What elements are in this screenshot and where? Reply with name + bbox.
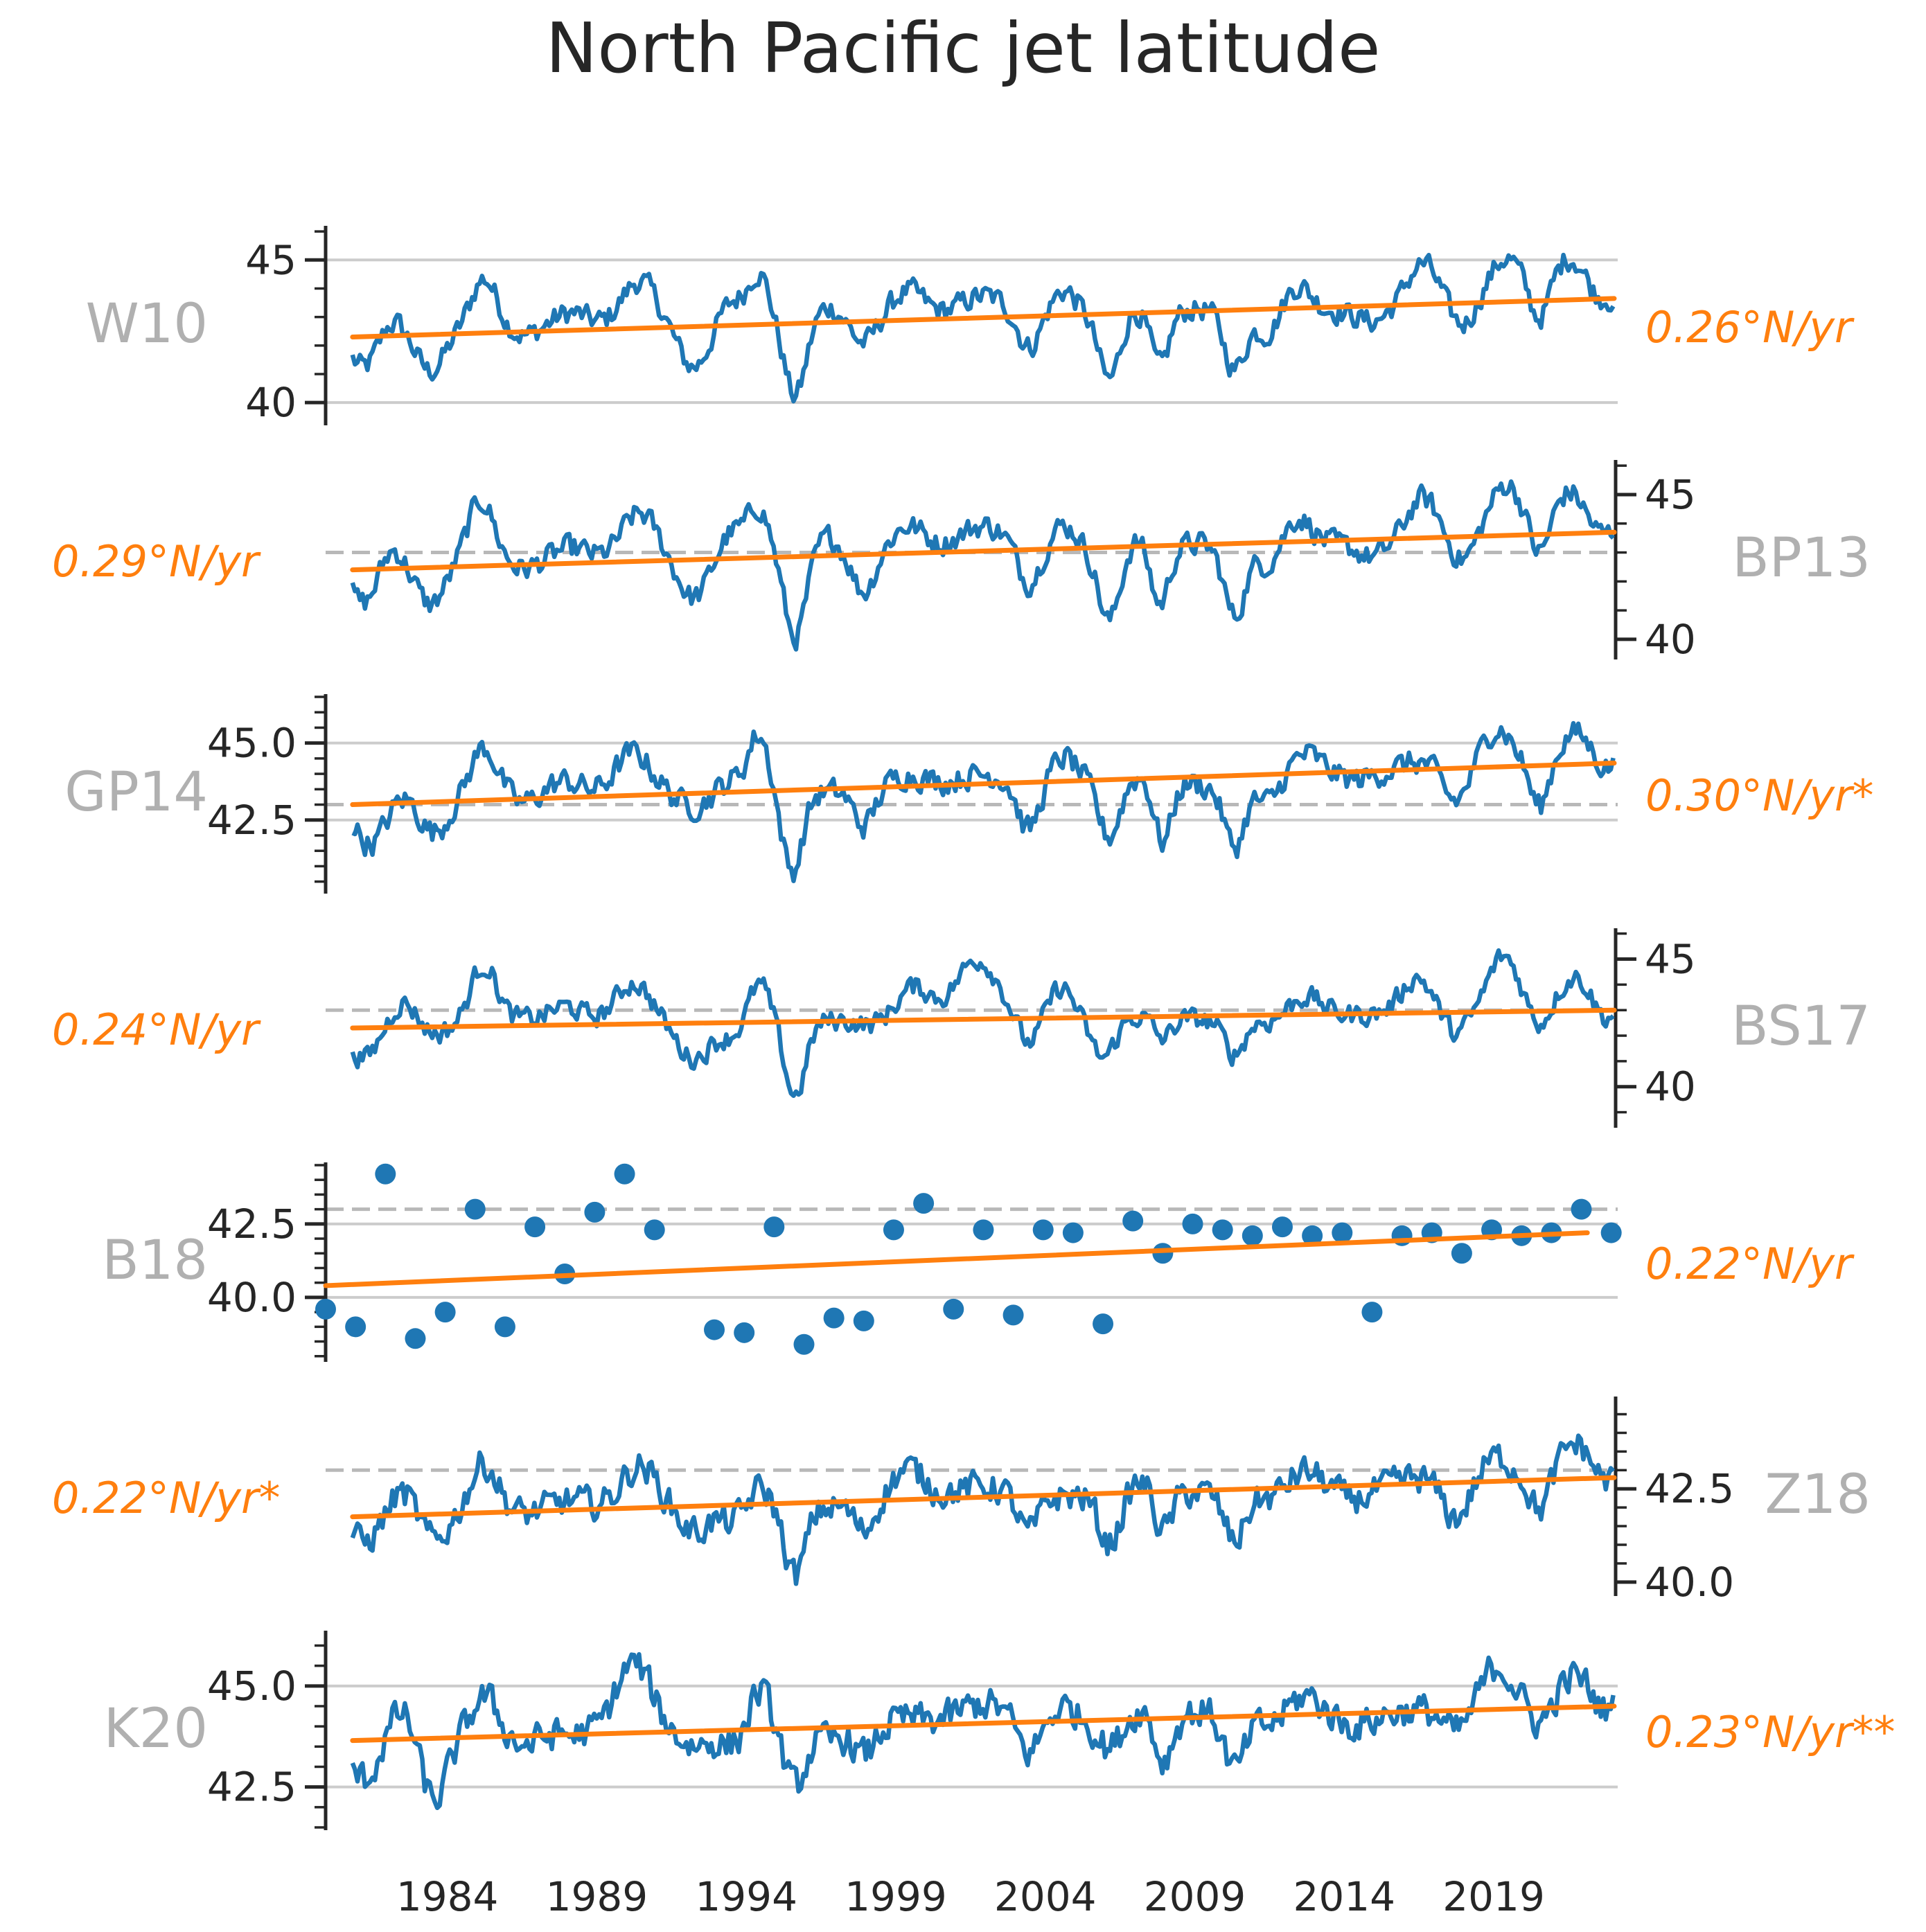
panel-name-label: GP14 (64, 761, 208, 824)
data-point (1093, 1313, 1114, 1335)
y-tick-label: 45.0 (207, 1663, 297, 1710)
trend-rate-label: 0.30°N/yr* (1645, 770, 1874, 821)
series-line (350, 252, 1616, 404)
trend-rate-label: 0.23°N/yr** (1645, 1707, 1896, 1757)
data-point (494, 1316, 515, 1338)
series-line (350, 1651, 1616, 1811)
x-tick-label: 1999 (845, 1873, 947, 1920)
series-line (350, 948, 1615, 1099)
data-point (1062, 1222, 1084, 1243)
data-point (1002, 1304, 1024, 1326)
data-point (345, 1316, 366, 1338)
data-point (1302, 1225, 1323, 1246)
y-tick-label: 45 (1645, 936, 1696, 983)
x-tick-label: 1984 (396, 1873, 499, 1920)
data-point (1451, 1243, 1472, 1264)
y-tick-label: 40 (1645, 616, 1696, 663)
data-point (464, 1198, 486, 1220)
series-line (350, 479, 1615, 652)
data-point (853, 1310, 874, 1331)
data-point (1571, 1198, 1592, 1220)
data-point (375, 1163, 396, 1185)
x-tick-label: 1989 (546, 1873, 648, 1920)
x-tick-label: 2019 (1442, 1873, 1545, 1920)
trend-line (350, 1007, 1617, 1031)
data-point (405, 1328, 426, 1349)
data-point (943, 1298, 964, 1320)
data-point (913, 1193, 935, 1214)
data-point (1361, 1302, 1383, 1323)
y-tick-label: 40 (245, 379, 297, 426)
x-tick-label: 2004 (994, 1873, 1097, 1920)
panel-name-label: BP13 (1732, 527, 1871, 590)
data-point (644, 1219, 665, 1241)
data-point (823, 1307, 845, 1329)
data-point (734, 1322, 755, 1343)
y-tick-label: 45.0 (207, 720, 297, 767)
trend-line (350, 1703, 1617, 1744)
data-point (434, 1302, 456, 1323)
data-point (1122, 1210, 1144, 1232)
trend-line (350, 761, 1617, 808)
x-tick-label: 1994 (695, 1873, 797, 1920)
trend-rate-label: 0.22°N/yr* (52, 1473, 281, 1523)
panel-bp13: 40 45 BP13 0.29°N/yr (52, 460, 1871, 663)
panel-w10: 40 45 W10 0.26°N/yr (86, 226, 1855, 426)
data-point (614, 1163, 635, 1185)
chart-title: North Pacific jet latitude (545, 8, 1380, 89)
data-point (524, 1216, 546, 1238)
panel-group: 40 45 W10 0.26°N/yr 40 45 BP13 0.29°N/yr 42.5 45.… (52, 226, 1896, 1830)
series-line (351, 720, 1616, 883)
data-point (1212, 1219, 1233, 1241)
trend-line (350, 296, 1617, 339)
trend-line (350, 529, 1617, 573)
data-point (584, 1201, 606, 1223)
data-point (1032, 1219, 1054, 1241)
y-tick-label: 45 (245, 236, 297, 283)
data-point (1182, 1213, 1203, 1234)
trend-rate-label: 0.24°N/yr (52, 1004, 261, 1055)
y-tick-label: 40 (1645, 1063, 1696, 1110)
trend-rate-label: 0.22°N/yr (1645, 1239, 1855, 1289)
panel-name-label: Z18 (1765, 1464, 1871, 1526)
panel-name-label: BS17 (1731, 995, 1871, 1058)
data-point (1271, 1216, 1293, 1238)
data-point (763, 1216, 785, 1238)
y-tick-label: 42.5 (207, 797, 297, 844)
data-point (315, 1298, 336, 1320)
y-tick-label: 42.5 (207, 1764, 297, 1811)
panel-bs17: 40 45 BS17 0.24°N/yr (52, 928, 1871, 1128)
panel-name-label: W10 (86, 293, 208, 355)
trend-rate-label: 0.26°N/yr (1645, 302, 1855, 353)
panel-name-label: B18 (102, 1230, 208, 1292)
data-point (1242, 1225, 1263, 1246)
data-point (1600, 1222, 1622, 1243)
data-point (883, 1219, 904, 1241)
x-axis: 1984 1989 1994 1999 2004 2009 2014 2019 (396, 1873, 1545, 1920)
data-point (793, 1333, 815, 1355)
y-tick-label: 42.5 (1645, 1465, 1734, 1512)
y-tick-label: 45 (1645, 471, 1696, 518)
x-tick-label: 2009 (1144, 1873, 1246, 1920)
data-point (973, 1219, 994, 1241)
y-tick-label: 40.0 (207, 1274, 297, 1321)
x-tick-label: 2014 (1293, 1873, 1395, 1920)
panel-name-label: K20 (104, 1698, 208, 1760)
panel-z18: 40.0 42.5 Z18 0.22°N/yr* (52, 1397, 1871, 1606)
y-tick-label: 40.0 (1645, 1559, 1734, 1606)
trend-rate-label: 0.29°N/yr (52, 536, 261, 587)
data-point (1332, 1222, 1353, 1243)
trend-line (323, 1230, 1590, 1288)
y-tick-label: 42.5 (207, 1200, 297, 1248)
data-point (1152, 1243, 1174, 1264)
trend-line (350, 1475, 1617, 1520)
data-point (704, 1319, 725, 1340)
